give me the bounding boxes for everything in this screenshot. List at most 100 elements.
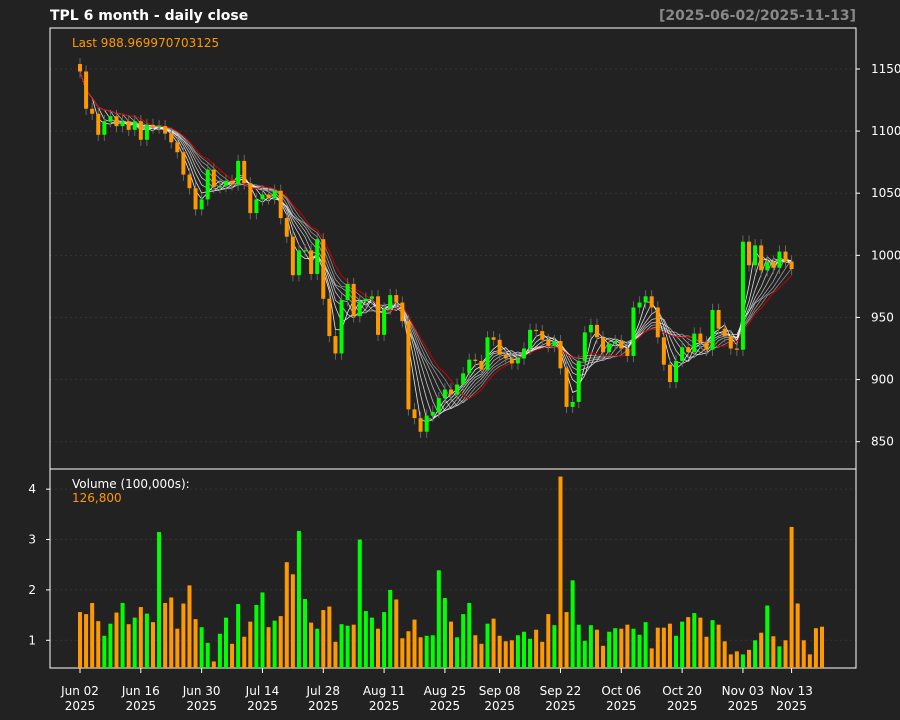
candle (491, 337, 496, 340)
volume-bar (303, 598, 308, 668)
volume-bar (205, 642, 210, 668)
volume-bar (412, 619, 417, 668)
candle (150, 124, 155, 128)
volume-bar (199, 627, 204, 668)
volume-bar (521, 631, 526, 668)
volume-bar (296, 530, 301, 668)
moving-average-line (79, 71, 792, 418)
volume-bar (400, 638, 405, 668)
date-tick-year: 2025 (667, 699, 698, 713)
volume-bar (704, 636, 709, 668)
volume-bar (315, 628, 320, 668)
candle (412, 409, 417, 419)
volume-bar (564, 612, 569, 668)
volume-bar (716, 624, 721, 668)
volume-bar (759, 632, 764, 668)
moving-average-ribbon (79, 71, 792, 423)
candle (193, 188, 198, 210)
date-tick-year: 2025 (776, 699, 807, 713)
volume-bar (242, 636, 247, 668)
candle (120, 121, 125, 127)
candle (661, 337, 666, 365)
date-tick-label: Sep 22 (540, 684, 582, 698)
moving-average-line (79, 71, 792, 415)
candle (485, 337, 490, 370)
candle (783, 251, 788, 262)
volume-bar (363, 611, 368, 668)
candle (777, 251, 782, 268)
candle (345, 283, 350, 301)
volume-bar (108, 623, 113, 668)
volume-bar (424, 635, 429, 668)
date-tick-year: 2025 (126, 699, 157, 713)
candle (211, 169, 216, 188)
date-tick-label: Jul 14 (245, 684, 280, 698)
volume-bar (747, 649, 752, 668)
price-tick-label: 950 (871, 310, 894, 324)
volume-bar (430, 635, 435, 668)
volume-bar (78, 612, 82, 668)
moving-average-line (79, 71, 792, 410)
volume-bar (461, 614, 466, 668)
candle (643, 296, 648, 303)
chart-title: TPL 6 month - daily close (50, 8, 248, 24)
volume-bar (169, 597, 174, 668)
volume-bar (382, 612, 387, 668)
candle (582, 332, 587, 361)
volume-bar (753, 640, 758, 668)
volume-bar (728, 654, 733, 668)
candle (169, 133, 174, 143)
candle (430, 411, 435, 416)
volume-bar (418, 637, 423, 668)
candle (558, 341, 563, 369)
volume-bar (515, 635, 520, 668)
volume-bar (777, 646, 782, 668)
volume-bar (528, 638, 533, 668)
candle (588, 324, 593, 333)
candle (309, 250, 314, 274)
candle (96, 113, 101, 135)
candle (613, 341, 618, 344)
candle (278, 190, 283, 219)
last-price-label: Last 988.969970703125 (72, 36, 219, 50)
volume-bar (96, 621, 101, 668)
volume-bar (193, 619, 198, 668)
price-tick-label: 1000 (871, 248, 900, 262)
volume-bar (594, 629, 599, 668)
candle (290, 236, 295, 276)
candle (710, 309, 715, 350)
date-tick-year: 2025 (484, 699, 515, 713)
candle (144, 124, 149, 140)
volume-bar (284, 562, 289, 668)
volume-bar (321, 610, 326, 668)
volume-bar (552, 625, 557, 668)
volume-bar (114, 612, 119, 668)
volume-bar (266, 627, 271, 668)
volume-bar (357, 539, 362, 668)
candle (418, 418, 423, 432)
candle (248, 183, 253, 214)
candle (503, 354, 508, 359)
candle (187, 174, 192, 189)
volume-bar (771, 636, 776, 668)
date-tick-label: Oct 20 (662, 684, 702, 698)
candle (236, 160, 241, 185)
candle (704, 342, 709, 350)
volume-bar (491, 618, 496, 668)
volume-bar (223, 617, 228, 668)
volume-bar (442, 597, 447, 668)
candle (382, 308, 387, 335)
volume-bar (455, 637, 460, 668)
candle (686, 347, 691, 353)
volume-bar (783, 640, 788, 668)
candle (509, 358, 514, 364)
moving-average-line (79, 71, 792, 423)
candle (351, 283, 356, 317)
volume-bar (479, 643, 484, 668)
volume-tick-label: 4 (28, 482, 36, 496)
candle (467, 359, 472, 374)
volume-bar (497, 635, 502, 668)
candle (436, 398, 441, 412)
volume-bar (132, 617, 137, 668)
date-tick-year: 2025 (186, 699, 217, 713)
